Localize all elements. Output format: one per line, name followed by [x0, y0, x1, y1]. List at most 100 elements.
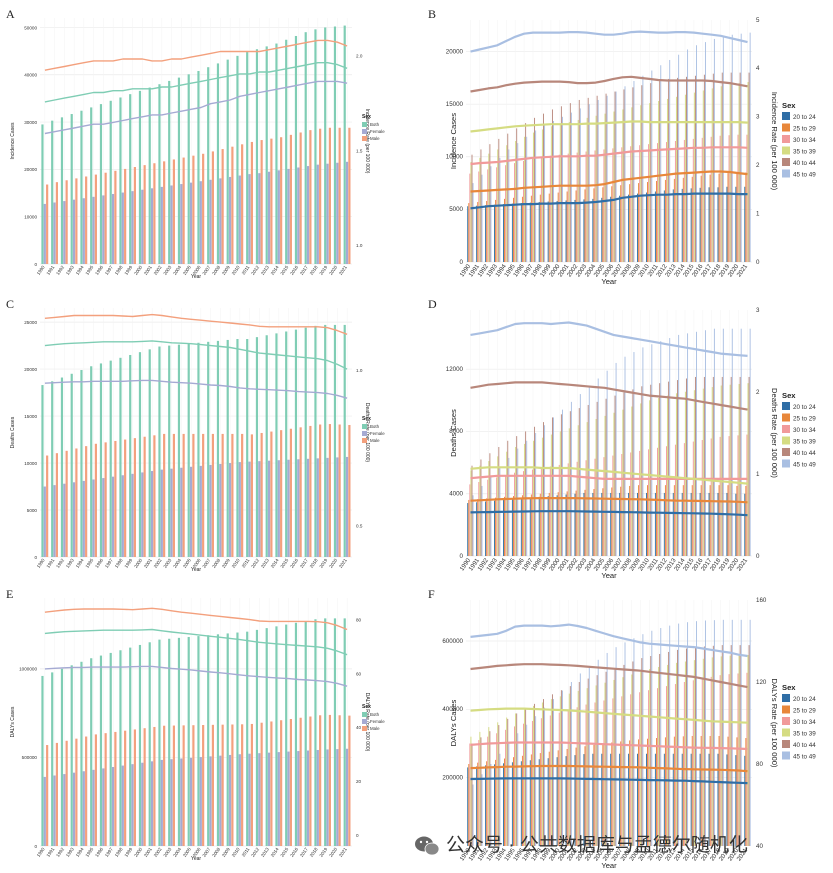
y-tick-label: 10000	[24, 214, 37, 219]
bar	[637, 492, 638, 556]
bar	[690, 492, 692, 556]
bar	[177, 344, 181, 557]
bar	[556, 495, 558, 556]
bar	[673, 736, 675, 846]
bar	[612, 148, 614, 262]
bar	[728, 135, 730, 262]
y2-axis-title: Incidence Rate (per 100 000)	[364, 109, 370, 174]
x-tick-label: 1991	[45, 264, 55, 276]
bar	[43, 486, 46, 557]
bar	[669, 59, 671, 263]
bar	[740, 619, 742, 846]
legend-swatch	[782, 448, 790, 456]
y-tick-label: 0	[460, 553, 464, 560]
x-tick-label: 1998	[114, 557, 124, 569]
bar	[228, 176, 232, 264]
bar	[575, 490, 577, 556]
legend-label: 25 to 29	[793, 708, 816, 715]
bar	[70, 373, 73, 557]
series-line	[470, 623, 748, 658]
bar	[613, 679, 615, 846]
series-line	[470, 777, 748, 785]
bar	[553, 699, 554, 846]
bar	[584, 189, 586, 262]
bar	[529, 760, 531, 846]
bar	[570, 112, 572, 262]
series-line	[470, 30, 748, 53]
bar	[517, 143, 519, 262]
bar	[658, 666, 660, 846]
bar	[477, 762, 479, 846]
bar	[534, 117, 536, 262]
bar	[129, 94, 132, 265]
x-tick-label: 2008	[211, 557, 221, 569]
x-tick-label: 2002	[153, 264, 163, 276]
bar	[736, 172, 738, 262]
y-tick-label: 10000	[24, 461, 37, 466]
bar	[517, 448, 519, 556]
bar	[168, 638, 171, 846]
bar	[511, 203, 513, 262]
bar	[541, 437, 543, 556]
bar	[314, 29, 317, 264]
bar	[692, 441, 694, 556]
bar	[148, 349, 151, 557]
bar	[477, 202, 479, 262]
bar	[109, 100, 112, 265]
bar	[486, 200, 488, 262]
series-line	[44, 340, 348, 370]
bar	[499, 753, 501, 846]
bar	[43, 203, 46, 264]
bar	[539, 753, 541, 846]
bar	[129, 647, 132, 846]
bar	[556, 200, 558, 262]
legend-label: Female	[370, 129, 385, 134]
bar	[326, 749, 329, 846]
bar	[700, 735, 702, 846]
bar	[226, 339, 229, 557]
bar	[719, 436, 721, 556]
bar	[586, 422, 588, 556]
bar	[663, 753, 665, 846]
bar	[711, 387, 713, 556]
bar	[559, 431, 561, 556]
bar	[632, 87, 634, 262]
x-tick-label: 2001	[143, 557, 153, 569]
x-tick-label: 2011	[241, 846, 251, 857]
bar	[485, 205, 487, 262]
bar	[289, 428, 292, 557]
x-tick-label: 1996	[94, 264, 104, 276]
bar	[658, 101, 660, 262]
legend: Sex Both Female Male	[362, 704, 385, 731]
bar	[659, 653, 661, 846]
x-tick-label: 2004	[172, 846, 182, 858]
bar	[557, 750, 559, 846]
bar	[197, 70, 200, 264]
bar	[478, 740, 480, 846]
bar	[468, 764, 470, 846]
bar	[496, 167, 498, 262]
bar	[745, 485, 747, 556]
series-line	[44, 313, 348, 335]
x-tick-label: 2016	[289, 557, 299, 569]
bar	[514, 726, 516, 846]
bar	[238, 754, 241, 846]
x-tick-label: 2005	[182, 846, 192, 858]
bar	[280, 137, 283, 264]
bar	[70, 665, 73, 846]
bar	[560, 690, 562, 846]
bar	[277, 752, 280, 846]
bar	[678, 623, 680, 846]
bar	[470, 736, 472, 846]
legend-label: 20 to 24	[793, 404, 816, 411]
y-tick-label: 0	[460, 259, 464, 266]
bar	[604, 113, 606, 262]
bar	[285, 624, 288, 846]
bar	[114, 731, 117, 846]
bar	[221, 433, 224, 557]
bar	[516, 436, 518, 556]
bar	[704, 330, 706, 556]
bar	[102, 478, 105, 557]
legend-swatch	[782, 705, 790, 714]
bar	[163, 725, 166, 846]
